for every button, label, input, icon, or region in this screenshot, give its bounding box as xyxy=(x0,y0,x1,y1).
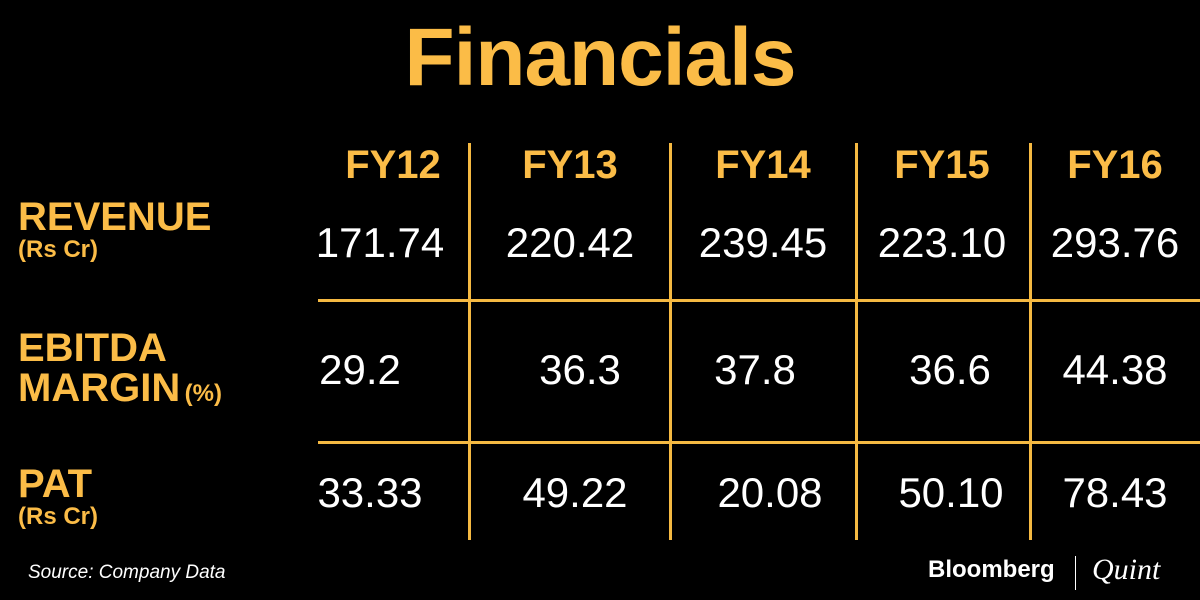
table-cell: 223.10 xyxy=(877,219,1007,266)
column-header-fy15: FY15 xyxy=(894,143,990,187)
table-cell: 36.6 xyxy=(909,346,991,393)
column-header-fy14: FY14 xyxy=(715,143,811,187)
table-cell: 36.3 xyxy=(539,346,621,393)
row-divider xyxy=(318,441,1200,444)
row-unit: (Rs Cr) xyxy=(18,503,99,530)
row-label-pat: PAT (Rs Cr) xyxy=(18,462,99,530)
row-unit: (Rs Cr) xyxy=(18,236,99,263)
table-cell: 29.2 xyxy=(319,346,401,393)
column-divider xyxy=(1029,143,1032,540)
column-divider xyxy=(669,143,672,540)
column-header-fy12: FY12 xyxy=(345,143,441,187)
table-cell: 20.08 xyxy=(717,469,823,516)
quint-logo: Quint xyxy=(1092,553,1161,586)
table-cell: 293.76 xyxy=(1050,219,1180,266)
column-divider xyxy=(468,143,471,540)
row-label-revenue: REVENUE (Rs Cr) xyxy=(18,195,212,263)
logo-separator xyxy=(1075,556,1076,590)
table-cell: 239.45 xyxy=(698,219,828,266)
table-cell: 37.8 xyxy=(714,346,796,393)
table-cell: 50.10 xyxy=(898,469,1004,516)
row-label-ebitda-margin: EBITDA MARGIN (%) xyxy=(18,326,222,410)
table-cell: 171.74 xyxy=(315,219,445,266)
page-title: Financials xyxy=(404,12,796,103)
column-divider xyxy=(855,143,858,540)
table-cell: 33.33 xyxy=(317,469,423,516)
table-cell: 78.43 xyxy=(1062,469,1168,516)
bloomberg-logo: Bloomberg xyxy=(928,556,1055,583)
column-header-fy13: FY13 xyxy=(522,143,618,187)
table-cell: 49.22 xyxy=(522,469,628,516)
source-note: Source: Company Data xyxy=(28,562,226,583)
table-cell: 44.38 xyxy=(1062,346,1168,393)
row-divider xyxy=(318,299,1200,302)
row-unit: (%) xyxy=(184,380,222,407)
table-cell: 220.42 xyxy=(505,219,635,266)
column-header-fy16: FY16 xyxy=(1067,143,1163,187)
